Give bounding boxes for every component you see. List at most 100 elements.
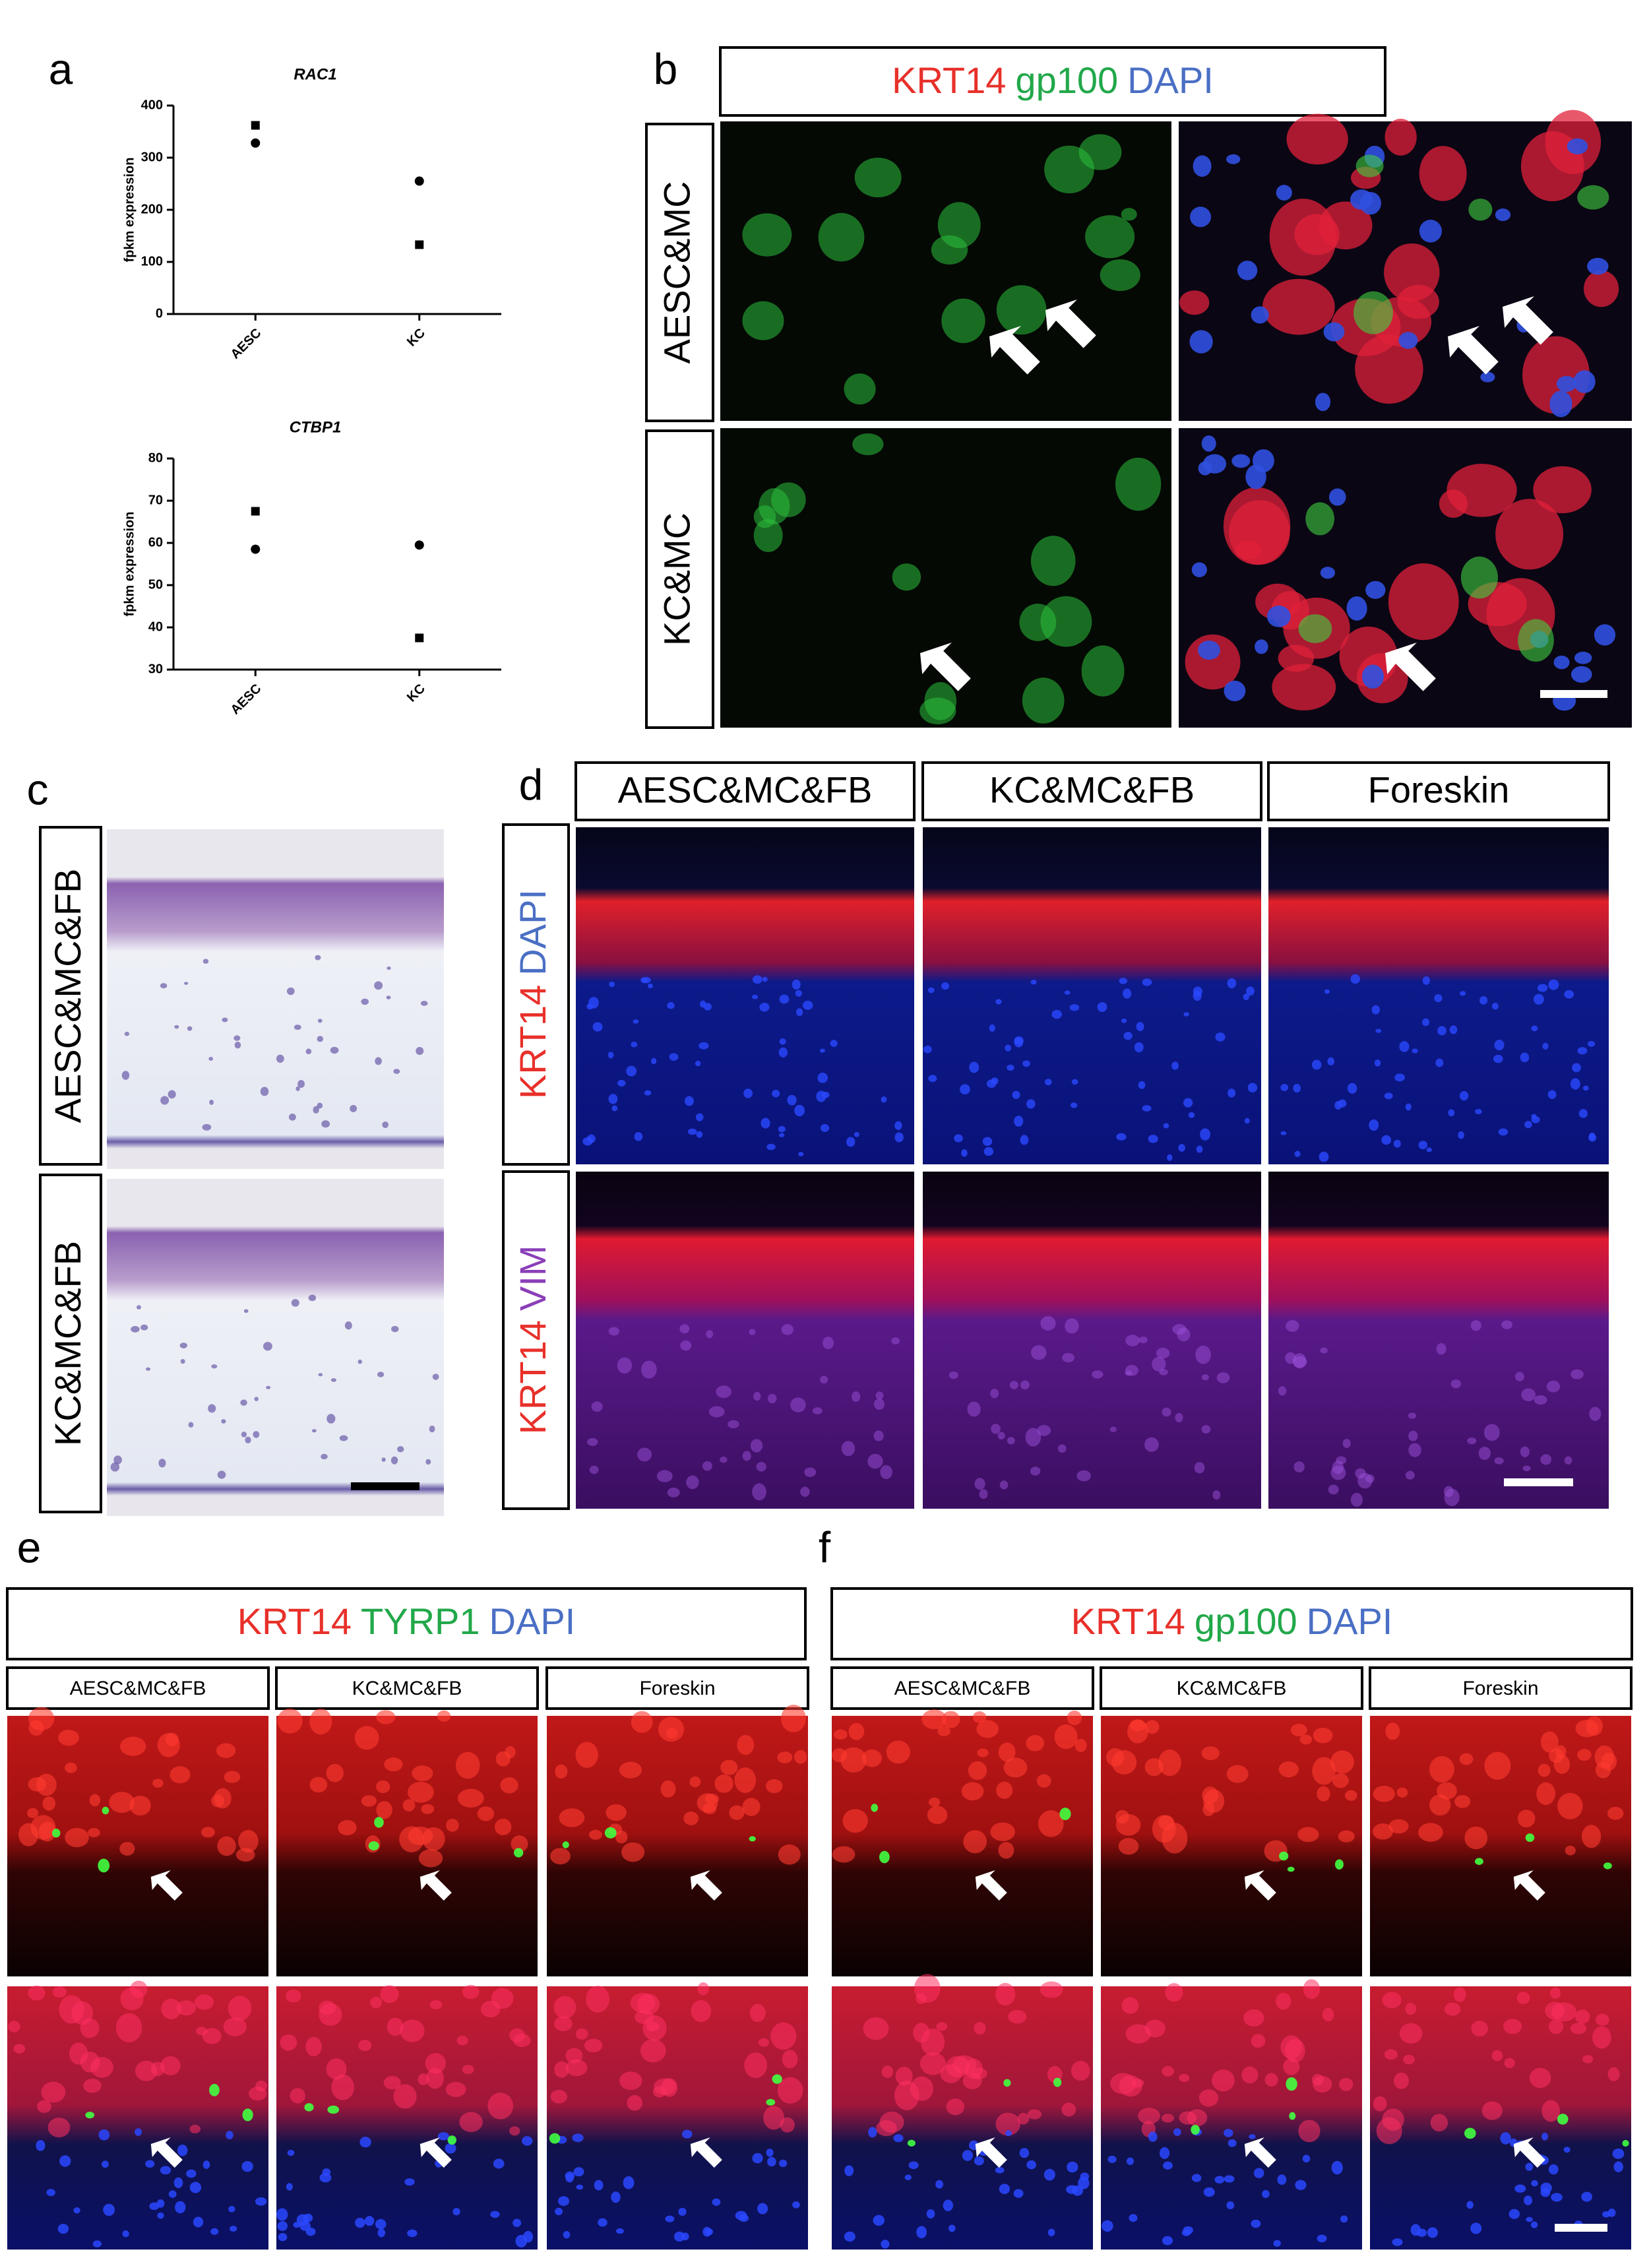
cell xyxy=(202,959,209,964)
cell xyxy=(102,2160,109,2168)
cell xyxy=(1228,2139,1237,2147)
cell xyxy=(263,1342,272,1351)
cell xyxy=(387,966,391,970)
cell xyxy=(954,1134,963,1143)
cell xyxy=(651,1057,657,1065)
cell xyxy=(720,1759,738,1775)
cell xyxy=(1167,1154,1173,1161)
cell xyxy=(1142,978,1152,986)
cell xyxy=(241,1432,247,1437)
cell xyxy=(1286,113,1348,165)
cell xyxy=(1578,1109,1588,1118)
cell xyxy=(404,2178,415,2186)
cell xyxy=(1516,1992,1530,2005)
cell xyxy=(1311,1059,1322,1070)
cell xyxy=(209,1100,214,1105)
cell xyxy=(1384,1092,1393,1100)
cell xyxy=(852,1391,861,1402)
cell xyxy=(1522,1465,1531,1472)
cell xyxy=(1369,1119,1379,1131)
cell xyxy=(425,1459,431,1465)
cell xyxy=(202,1123,212,1131)
cell xyxy=(881,2240,890,2249)
cell xyxy=(175,2201,186,2214)
cell xyxy=(297,1080,305,1088)
cell xyxy=(661,2078,678,2097)
cell xyxy=(326,1763,344,1782)
cell xyxy=(927,987,935,993)
cell xyxy=(201,1827,215,1838)
cell xyxy=(1226,154,1241,164)
cell xyxy=(278,2232,288,2242)
arrow xyxy=(690,2137,722,2168)
y-axis-label: fpkm expression xyxy=(122,512,137,617)
cell xyxy=(407,2229,418,2238)
cell xyxy=(368,1841,379,1850)
cell xyxy=(611,1105,618,1112)
cell xyxy=(763,2106,785,2130)
cell xyxy=(222,1017,228,1023)
stain-word: VIM xyxy=(512,1245,553,1311)
cell xyxy=(1251,306,1269,324)
cell xyxy=(1025,1428,1042,1447)
cell xyxy=(1162,2236,1173,2246)
cell xyxy=(550,1848,571,1865)
cell xyxy=(217,1470,226,1479)
arrow xyxy=(1513,1870,1545,1901)
label-box xyxy=(1267,761,1610,821)
cell xyxy=(1346,596,1367,621)
cell xyxy=(1253,2168,1264,2178)
cell xyxy=(689,1776,701,1788)
cell xyxy=(630,1992,656,2013)
cell xyxy=(214,1788,232,1809)
cell xyxy=(1437,1026,1447,1036)
cell xyxy=(1426,1147,1433,1152)
cell xyxy=(977,1748,989,1757)
cell xyxy=(1475,1109,1482,1114)
stain-word: DAPI xyxy=(489,1600,576,1642)
cell xyxy=(1196,1145,1203,1153)
cell xyxy=(852,433,884,455)
panel-letter: d xyxy=(519,760,544,809)
cell xyxy=(1350,974,1361,984)
cell xyxy=(647,983,654,989)
cell xyxy=(490,2211,500,2218)
cell xyxy=(1121,1997,1139,2014)
cell xyxy=(1302,2155,1311,2163)
cell xyxy=(1044,1079,1052,1086)
cell xyxy=(1241,2066,1259,2084)
cell xyxy=(921,2028,945,2056)
cell xyxy=(1518,619,1554,662)
cell xyxy=(1193,991,1202,1001)
cell xyxy=(59,2155,71,2167)
cell xyxy=(1541,2100,1561,2122)
y-tick-label: 30 xyxy=(148,662,163,676)
cell xyxy=(386,995,391,999)
arrow xyxy=(150,2137,183,2168)
cell xyxy=(575,2028,588,2040)
cell xyxy=(1191,562,1207,578)
cell xyxy=(1589,1406,1602,1421)
chart-title: CTBP1 xyxy=(290,418,342,436)
cell xyxy=(1224,2129,1233,2137)
cell xyxy=(549,2133,561,2144)
label-box xyxy=(1100,1666,1363,1710)
cell xyxy=(393,2084,417,2109)
cell xyxy=(174,1024,179,1029)
cell xyxy=(1514,2184,1526,2193)
cell xyxy=(1613,2161,1623,2172)
panel-letter: f xyxy=(819,1523,831,1571)
cell xyxy=(665,2215,675,2222)
cell xyxy=(1434,993,1443,1003)
cell xyxy=(1295,2180,1307,2190)
cell xyxy=(1159,2147,1170,2159)
cell xyxy=(1212,2069,1235,2092)
cell xyxy=(1070,1102,1078,1108)
cell xyxy=(380,1985,399,2003)
cell xyxy=(1005,2130,1012,2137)
cell xyxy=(36,1773,57,1796)
cell xyxy=(387,2017,404,2036)
cell xyxy=(208,1404,216,1413)
cell xyxy=(1436,1343,1447,1355)
cell xyxy=(1067,2161,1078,2173)
